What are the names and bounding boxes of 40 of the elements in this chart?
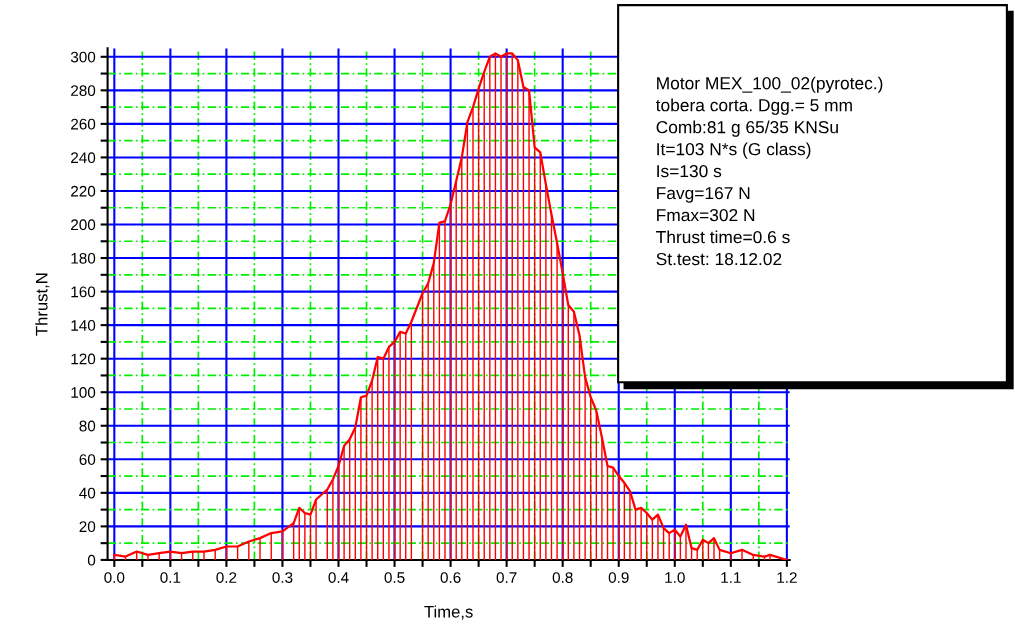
x-tick-label: 1.1 xyxy=(721,572,741,583)
y-tick-label: 260 xyxy=(71,118,96,130)
x-tick-label: 0.1 xyxy=(160,572,181,583)
y-tick-label: 120 xyxy=(71,353,96,365)
annotation: Is=130 s xyxy=(657,164,722,178)
x-tick-label: 0.2 xyxy=(216,572,237,583)
y-tick-label: 180 xyxy=(71,252,96,264)
y-tick-label: 300 xyxy=(70,51,96,63)
annotation: St.test: 18.12.02 xyxy=(656,252,782,266)
y-tick-label: 160 xyxy=(71,286,96,298)
annotation: Comb:81 g 65/35 KNSu xyxy=(656,120,838,137)
y-tick-label: 40 xyxy=(79,487,96,499)
y-tick-label: 0 xyxy=(87,554,96,566)
y-tick-label: 140 xyxy=(71,320,96,331)
x-axis-title: Time,s xyxy=(424,605,473,620)
y-axis-title: Thrust,N xyxy=(35,273,50,336)
y-tick-label: 100 xyxy=(71,387,96,398)
annotation: Motor MEX_100_02(pyrotec.) xyxy=(657,76,883,93)
x-tick-label: 1.2 xyxy=(777,572,797,583)
annotation: Thrust time=0.6 s xyxy=(656,230,790,244)
x-tick-label: 1.0 xyxy=(665,572,685,583)
annotation: Favg=167 N xyxy=(657,186,750,203)
y-tick-label: 240 xyxy=(71,152,96,164)
y-tick-label: 80 xyxy=(79,420,96,432)
x-tick-label: 0.5 xyxy=(384,572,405,583)
x-tick-label: 0.9 xyxy=(608,572,629,583)
x-tick-label: 0.0 xyxy=(104,572,125,583)
annotation: It=103 N*s (G class) xyxy=(657,142,811,159)
x-tick-label: 0.3 xyxy=(272,572,293,583)
annotation: Fmax=302 N xyxy=(657,208,755,222)
y-tick-label: 20 xyxy=(79,521,96,533)
y-tick-label: 60 xyxy=(79,454,96,465)
x-tick-label: 0.6 xyxy=(440,572,461,583)
y-tick-label: 280 xyxy=(71,85,96,97)
x-tick-label: 0.7 xyxy=(496,572,517,583)
x-tick-label: 0.8 xyxy=(552,572,573,583)
annotation: tobera corta. Dgg.= 5 mm xyxy=(655,98,852,115)
y-tick-label: 200 xyxy=(71,219,96,231)
y-tick-label: 220 xyxy=(71,185,96,197)
x-tick-label: 0.4 xyxy=(328,572,349,583)
